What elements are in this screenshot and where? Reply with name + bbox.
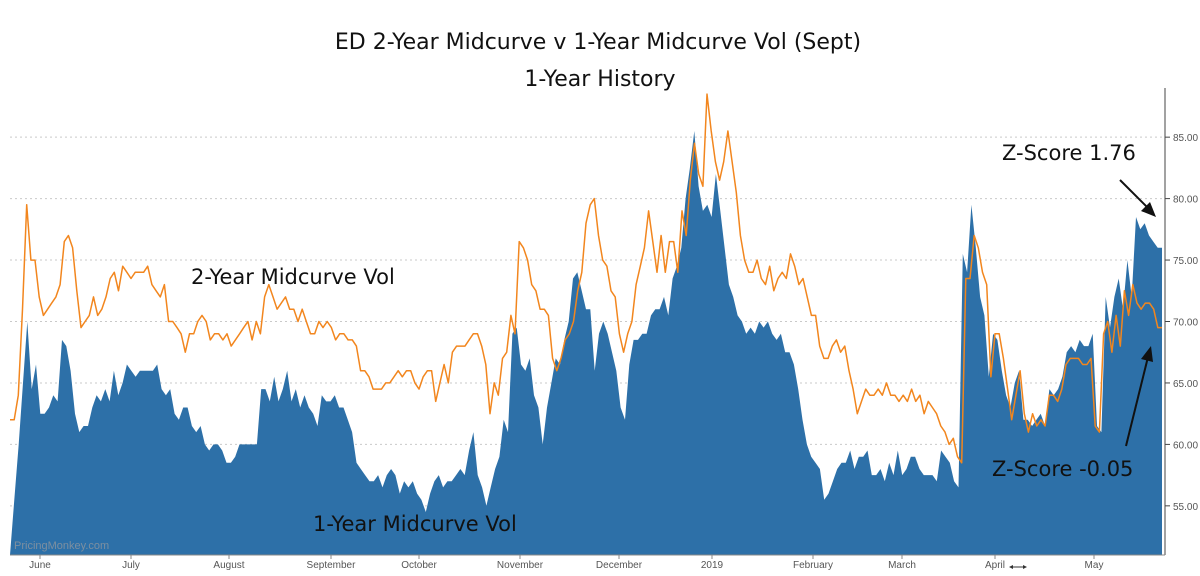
x-tick-label: December: [596, 560, 643, 571]
y-tick-label: 80.00: [1173, 195, 1198, 206]
y-tick-label: 85.00: [1173, 133, 1198, 144]
y-tick-label: 75.00: [1173, 256, 1198, 267]
chart-subtitle: 1-Year History: [524, 67, 675, 92]
series-area-1-year-midcurve-vol: [10, 131, 1162, 555]
label-z-score-2y: Z-Score 1.76: [1002, 141, 1136, 165]
x-axis-ticks: June July August September October November De…: [29, 555, 1103, 571]
x-tick-label: March: [888, 560, 916, 571]
x-tick-label: 2019: [701, 560, 724, 571]
y-axis-ticks: 55.00 60.00 65.00 70.00 75.00 80.00 85.00: [1165, 133, 1198, 513]
x-tick-label: August: [213, 560, 244, 571]
label-1-year-midcurve-vol: 1-Year Midcurve Vol: [313, 512, 517, 536]
x-tick-label: June: [29, 560, 51, 571]
y-tick-label: 65.00: [1173, 379, 1198, 390]
chart-title: ED 2-Year Midcurve v 1-Year Midcurve Vol…: [335, 30, 861, 55]
label-z-score-1y: Z-Score -0.05: [992, 457, 1133, 481]
x-tick-label: May: [1085, 560, 1104, 571]
y-tick-label: 60.00: [1173, 440, 1198, 451]
y-tick-label: 55.00: [1173, 502, 1198, 513]
x-tick-label: February: [793, 560, 833, 571]
x-tick-label: July: [122, 560, 140, 571]
x-tick-label: September: [307, 560, 357, 571]
series-line-2-year-midcurve-vol: [10, 93, 1162, 464]
arrow-z-score-1y: [1125, 346, 1153, 447]
x-tick-label: April: [985, 560, 1005, 571]
y-tick-label: 70.00: [1173, 318, 1198, 329]
x-tick-label: October: [401, 560, 437, 571]
scroll-arrow-icon[interactable]: [1009, 565, 1027, 569]
x-tick-label: November: [497, 560, 544, 571]
arrow-z-score-2y: [1119, 179, 1156, 217]
watermark: PricingMonkey.com: [14, 540, 109, 552]
label-2-year-midcurve-vol: 2-Year Midcurve Vol: [191, 265, 395, 289]
